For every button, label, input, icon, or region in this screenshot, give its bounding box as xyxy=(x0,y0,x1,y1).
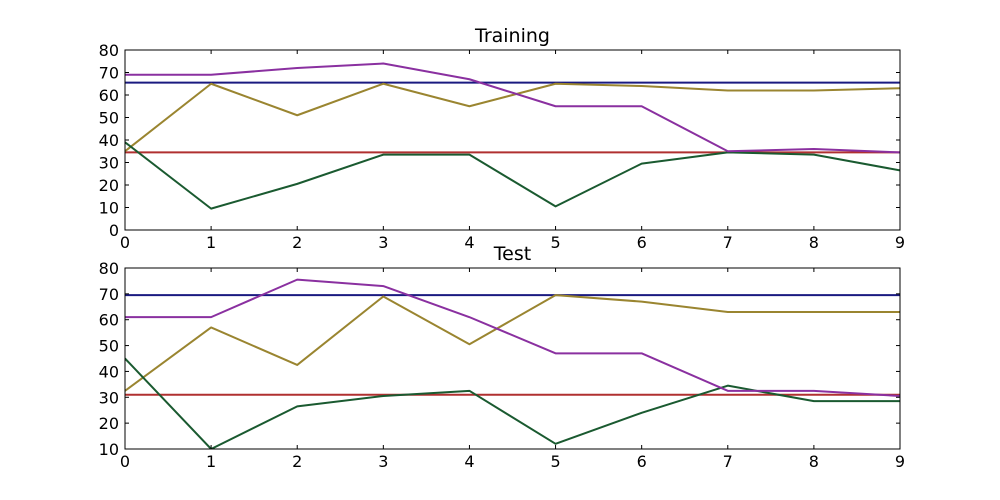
y-tick-label: 10 xyxy=(99,440,119,459)
y-tick-label: 40 xyxy=(99,131,119,150)
series-purple-line xyxy=(125,278,900,397)
x-tick-label: 5 xyxy=(550,233,560,252)
x-tick-label: 2 xyxy=(292,233,302,252)
x-tick-label: 9 xyxy=(895,233,905,252)
y-tick-label: 30 xyxy=(99,388,119,407)
y-tick-label: 70 xyxy=(99,64,119,83)
y-tick-label: 50 xyxy=(99,109,119,128)
y-tick-label: 10 xyxy=(99,199,119,218)
y-tick-label: 50 xyxy=(99,337,119,356)
x-tick-label: 0 xyxy=(120,452,130,471)
x-tick-label: 1 xyxy=(206,452,216,471)
x-tick-label: 5 xyxy=(550,452,560,471)
axes-frame xyxy=(124,267,901,450)
x-tick-label: 3 xyxy=(378,452,388,471)
series-gold-line xyxy=(125,294,900,392)
series-green-line xyxy=(125,141,900,210)
chart-title: Test xyxy=(493,243,531,265)
x-tick-label: 7 xyxy=(723,452,733,471)
x-tick-label: 4 xyxy=(464,233,474,252)
x-tick-label: 9 xyxy=(895,452,905,471)
x-tick-label: 8 xyxy=(809,452,819,471)
x-tick-label: 1 xyxy=(206,233,216,252)
x-tick-label: 3 xyxy=(378,233,388,252)
y-tick-label: 60 xyxy=(99,311,119,330)
y-tick-label: 70 xyxy=(99,285,119,304)
x-tick-label: 6 xyxy=(637,452,647,471)
series-purple-line xyxy=(125,62,900,154)
y-tick-label: 60 xyxy=(99,86,119,105)
y-tick-label: 30 xyxy=(99,154,119,173)
y-tick-label: 40 xyxy=(99,362,119,381)
x-tick-label: 4 xyxy=(464,452,474,471)
y-tick-label: 20 xyxy=(99,176,119,195)
y-tick-label: 80 xyxy=(99,259,119,278)
y-tick-label: 20 xyxy=(99,414,119,433)
x-tick-label: 0 xyxy=(120,233,130,252)
test-panel: 0 1 2 3 4 5 6 7 8 9 10 20 30 40 50 60 70 80 Test xyxy=(99,243,905,471)
x-tick-label: 8 xyxy=(809,233,819,252)
series-green-line xyxy=(125,357,900,449)
chart-title: Training xyxy=(474,25,550,47)
x-tick-label: 2 xyxy=(292,452,302,471)
y-tick-label: 80 xyxy=(99,41,119,60)
plot-area xyxy=(125,50,900,230)
y-tick-label: 0 xyxy=(109,221,119,240)
x-tick-label: 6 xyxy=(637,233,647,252)
series-gold-line xyxy=(125,82,900,153)
x-tick-label: 7 xyxy=(723,233,733,252)
